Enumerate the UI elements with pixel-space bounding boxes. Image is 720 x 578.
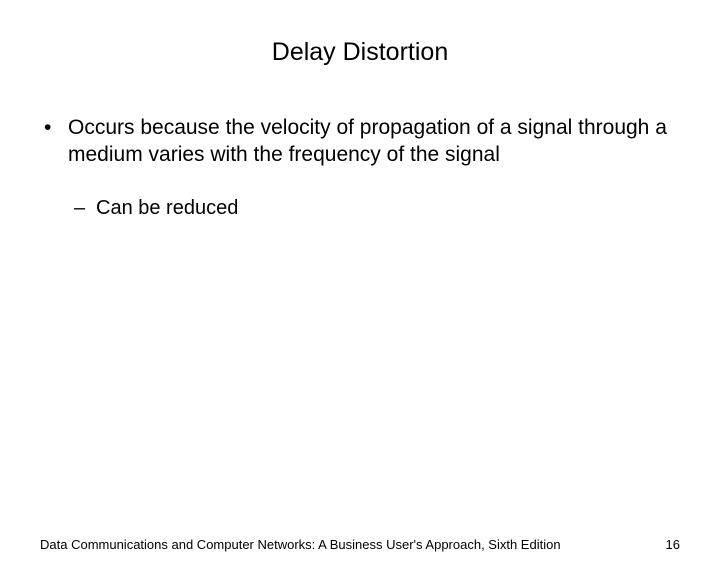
page-number: 16 [666,537,680,552]
sub-bullet-text: Can be reduced [96,197,238,219]
slide-content: Occurs because the velocity of propagati… [0,115,720,221]
main-bullet-text: Occurs because the velocity of propagati… [68,116,667,166]
footer-text: Data Communications and Computer Network… [40,537,561,552]
slide-footer: Data Communications and Computer Network… [40,537,680,552]
slide-title: Delay Distortion [0,38,720,67]
sub-bullet-item: Can be reduced [40,195,680,221]
slide-container: Delay Distortion Occurs because the velo… [0,38,720,578]
main-bullet-item: Occurs because the velocity of propagati… [40,115,680,169]
